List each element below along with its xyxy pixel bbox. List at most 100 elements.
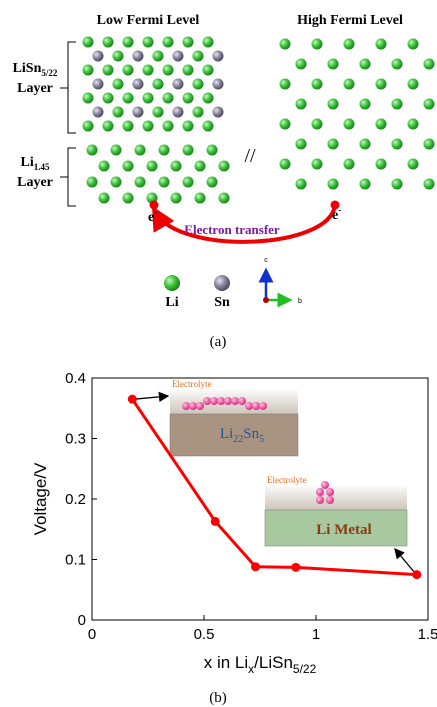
data-point (211, 517, 220, 526)
li-ion (224, 397, 232, 405)
x-tick-label: 0 (88, 626, 96, 643)
li-atom (153, 79, 164, 90)
li-ion (189, 402, 197, 410)
li-atom (408, 39, 419, 50)
li-ion (210, 397, 218, 405)
li-atom (392, 139, 403, 150)
bracket (60, 148, 76, 206)
li-atom (203, 65, 214, 76)
li-atom (83, 121, 94, 132)
label-part: Li Metal (316, 522, 371, 538)
li-atom (376, 79, 387, 90)
axis-label: c (264, 257, 268, 264)
li-atom (408, 119, 419, 130)
li-atom (360, 139, 371, 150)
li-atom (195, 161, 206, 172)
label-part: x in Li (204, 653, 248, 672)
data-point (251, 562, 260, 571)
right-title: High Fermi Level (297, 13, 403, 28)
y-tick-label: 0.2 (65, 491, 86, 508)
electron-label: e- (148, 207, 157, 225)
sn-atom (173, 79, 184, 90)
label-part: /LiSn (254, 653, 293, 672)
li-atom (312, 39, 323, 50)
label-sub: 5/22 (41, 68, 58, 78)
li-atom (328, 179, 339, 190)
li-atom (135, 177, 146, 188)
li-atom (203, 93, 214, 104)
li-atom (296, 99, 307, 110)
li-atom (159, 145, 170, 156)
li-atom (103, 121, 114, 132)
label-sub: 5 (259, 434, 264, 445)
li-ion (238, 397, 246, 405)
y-axis-label: Voltage/V (31, 462, 50, 535)
li-atom (163, 65, 174, 76)
li-atom (296, 59, 307, 70)
y-tick-label: 0.3 (65, 431, 86, 448)
li-atom (123, 65, 134, 76)
li-atom (344, 39, 355, 50)
li-ion (245, 402, 253, 410)
li-atom (312, 119, 323, 130)
sn-atom (213, 51, 224, 62)
li-atom (312, 79, 323, 90)
li-atom (135, 145, 146, 156)
li-atom (280, 119, 291, 130)
li-atom (171, 193, 182, 204)
label-sup: - (154, 207, 157, 217)
li-atom (312, 159, 323, 170)
li-atom (376, 39, 387, 50)
sn-atom (133, 79, 144, 90)
electrolyte (265, 484, 407, 510)
li-atom (424, 59, 435, 70)
bracket (60, 42, 76, 133)
x-tick-label: 0.5 (194, 626, 215, 643)
page: Low Fermi Level High Fermi Level LiSn5/2… (0, 0, 437, 707)
li-atom (113, 79, 124, 90)
legend-label: Sn (214, 295, 230, 310)
li-ion (196, 402, 204, 410)
li-atom (123, 37, 134, 48)
li-atom (360, 99, 371, 110)
inset-label: Electrolyte (267, 475, 306, 485)
li-atom (203, 121, 214, 132)
li-ion (252, 402, 260, 410)
li-atom (219, 193, 230, 204)
y-tick-label: 0.1 (65, 552, 86, 569)
li-atom (328, 59, 339, 70)
li-atom (183, 177, 194, 188)
sn-atom (213, 107, 224, 118)
li-atom (183, 93, 194, 104)
li-atom (123, 93, 134, 104)
li-atom (143, 121, 154, 132)
electron-label: e- (332, 205, 341, 223)
inset-material: Li Metal (316, 522, 371, 538)
li-ion (231, 397, 239, 405)
li-atom (159, 177, 170, 188)
li-atom (143, 65, 154, 76)
li-atom (83, 93, 94, 104)
li-ion (326, 488, 334, 496)
separator: // (244, 145, 256, 167)
li-ion (259, 402, 267, 410)
li-atom (183, 37, 194, 48)
x-axis-label: x in Lix/LiSn5/22 (204, 653, 317, 676)
transfer-label: Electron transfer (184, 222, 280, 237)
li-atom (424, 139, 435, 150)
li-atom (171, 161, 182, 172)
li-atom (408, 159, 419, 170)
li-atom (328, 99, 339, 110)
li-atom (99, 161, 110, 172)
x-tick-label: 1 (312, 626, 320, 643)
x-tick-label: 1.5 (418, 626, 437, 643)
li-atom (103, 65, 114, 76)
li-atom (99, 193, 110, 204)
legend-label: Li (165, 295, 178, 310)
li-atom (424, 99, 435, 110)
axis-label: b (298, 298, 302, 305)
caption: (b) (209, 690, 227, 706)
li-atom (143, 93, 154, 104)
li-atom (280, 39, 291, 50)
y-tick-label: 0.4 (65, 370, 86, 387)
